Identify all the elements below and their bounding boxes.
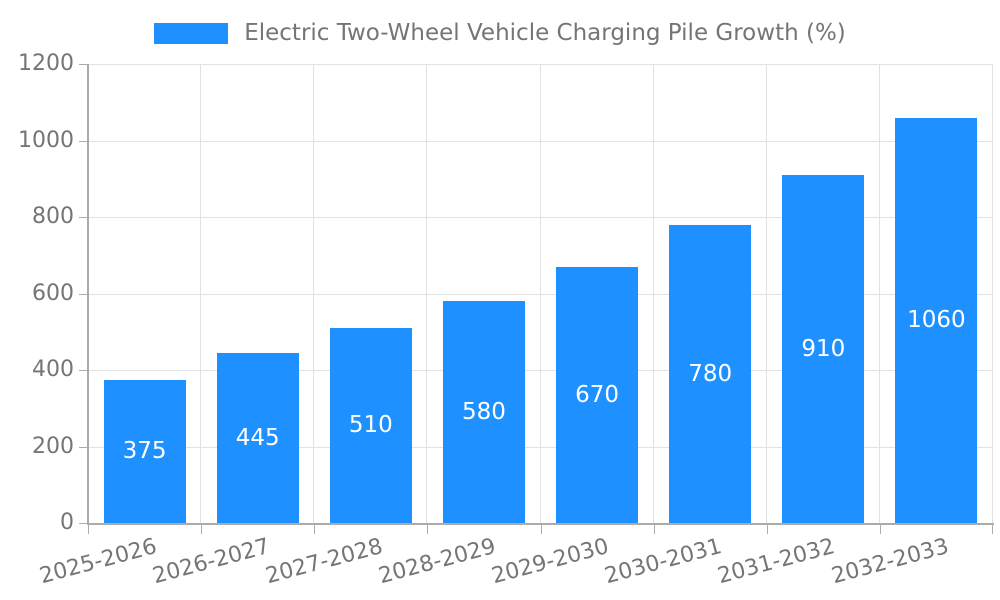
x-gridline <box>313 64 315 523</box>
bar[interactable] <box>216 352 299 523</box>
y-axis-line <box>87 64 89 525</box>
bar-value-label: 580 <box>461 399 506 426</box>
bar-value-label: 780 <box>688 360 733 387</box>
x-axis-tick-label: 2026-2027 <box>149 534 273 590</box>
bar[interactable] <box>329 327 412 523</box>
x-axis-tick <box>879 525 881 534</box>
bar-value-label: 510 <box>348 412 393 439</box>
bar-value-label: 1060 <box>907 307 966 334</box>
y-gridline <box>88 370 993 371</box>
x-gridline <box>200 64 202 523</box>
y-axis-tick-label: 1200 <box>18 51 74 76</box>
bar[interactable] <box>895 117 978 523</box>
x-gridline <box>539 64 541 523</box>
bar-value-label: 445 <box>235 424 280 451</box>
x-gridline <box>992 64 993 523</box>
bar-value-label: 670 <box>575 381 620 408</box>
x-axis-tick-label: 2032-2033 <box>828 534 951 590</box>
bar[interactable] <box>442 301 525 523</box>
x-axis-tick-label: 2028-2029 <box>376 534 499 590</box>
y-gridline <box>88 217 993 218</box>
y-axis-tick-label: 600 <box>32 280 74 306</box>
x-axis-tick-label: 2027-2028 <box>262 534 386 590</box>
x-axis-tick-label: 2025-2026 <box>36 534 160 590</box>
y-gridline <box>88 446 993 448</box>
x-gridline <box>426 64 428 523</box>
x-gridline <box>765 64 767 523</box>
bar-value-label: 375 <box>122 438 167 465</box>
y-axis-tick <box>79 217 88 218</box>
x-gridline <box>652 64 654 523</box>
x-axis-tick <box>427 525 429 534</box>
x-axis-tick <box>653 525 655 534</box>
y-gridline <box>88 64 993 65</box>
y-axis-tick <box>79 523 88 524</box>
y-gridline <box>88 293 993 295</box>
y-axis-tick <box>79 64 88 65</box>
y-axis-tick <box>79 140 88 142</box>
y-axis-tick <box>79 370 88 371</box>
y-axis-tick-label: 0 <box>60 510 74 535</box>
x-gridline <box>878 64 880 523</box>
legend-label: Electric Two-Wheel Vehicle Charging Pile… <box>244 20 846 46</box>
x-axis-tick <box>314 525 316 534</box>
bar[interactable] <box>782 174 865 523</box>
x-axis-tick-label: 2031-2032 <box>715 534 838 590</box>
legend-swatch-icon <box>154 22 229 44</box>
x-axis-tick <box>88 525 89 534</box>
bar[interactable] <box>669 224 752 523</box>
legend[interactable]: Electric Two-Wheel Vehicle Charging Pile… <box>0 14 1000 52</box>
x-axis-tick <box>992 525 993 534</box>
x-axis-line <box>87 523 994 525</box>
y-axis-tick-label: 800 <box>32 204 74 229</box>
y-axis-tick-label: 400 <box>32 357 74 382</box>
y-axis-tick <box>79 446 88 448</box>
bar-value-label: 910 <box>801 335 846 362</box>
x-axis-tick-label: 2029-2030 <box>489 534 612 590</box>
y-axis-tick-label: 200 <box>32 433 74 459</box>
bar[interactable] <box>103 379 186 523</box>
y-gridline <box>88 140 993 142</box>
bar[interactable] <box>556 266 639 523</box>
y-axis-tick-label: 1000 <box>18 127 74 153</box>
x-axis-tick <box>540 525 542 534</box>
x-axis-tick <box>766 525 768 534</box>
plot-area: 0 200 400 600 800 1000 1200 375 445 510 580 670 780 9… <box>18 51 994 589</box>
x-axis-tick <box>201 525 203 534</box>
x-axis-tick-label: 2030-2031 <box>602 534 725 590</box>
y-axis-tick <box>79 293 88 295</box>
